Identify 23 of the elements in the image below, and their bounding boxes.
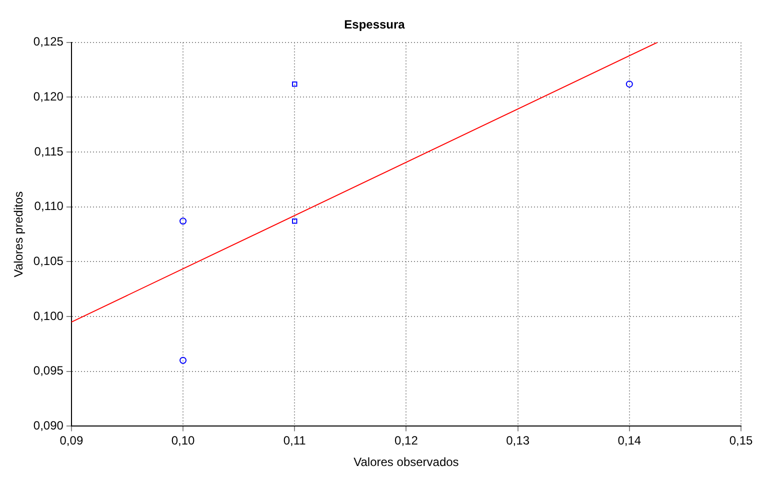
x-tick-label: 0,14 [618, 434, 642, 448]
x-tick-label: 0,15 [729, 434, 753, 448]
point [292, 81, 298, 87]
x-tick-label: 0,12 [394, 434, 418, 448]
y-tick-label: 0,090 [33, 418, 64, 433]
y-tick-label: 0,125 [33, 34, 64, 49]
point [180, 218, 187, 225]
y-axis-title: Valores preditos [12, 191, 26, 278]
point [626, 80, 633, 88]
x-tick-label: 0,10 [171, 434, 196, 448]
x-tick-label: 0,13 [506, 434, 530, 448]
y-tick-label: 0,095 [33, 364, 64, 378]
point [292, 218, 298, 224]
y-tick-label: 0,115 [34, 144, 64, 158]
chart-title: Espessura [344, 18, 406, 32]
y-tick-label: 0,120 [33, 90, 64, 104]
y-tick-label: 0,100 [33, 308, 64, 323]
x-axis-title: Valores observados [354, 455, 459, 470]
x-tick-label: 0,09 [60, 434, 84, 448]
y-tick-label: 0,110 [34, 199, 64, 214]
point [180, 356, 187, 364]
x-tick-label: 0,11 [283, 434, 306, 448]
y-tick-label: 0,105 [33, 254, 64, 268]
